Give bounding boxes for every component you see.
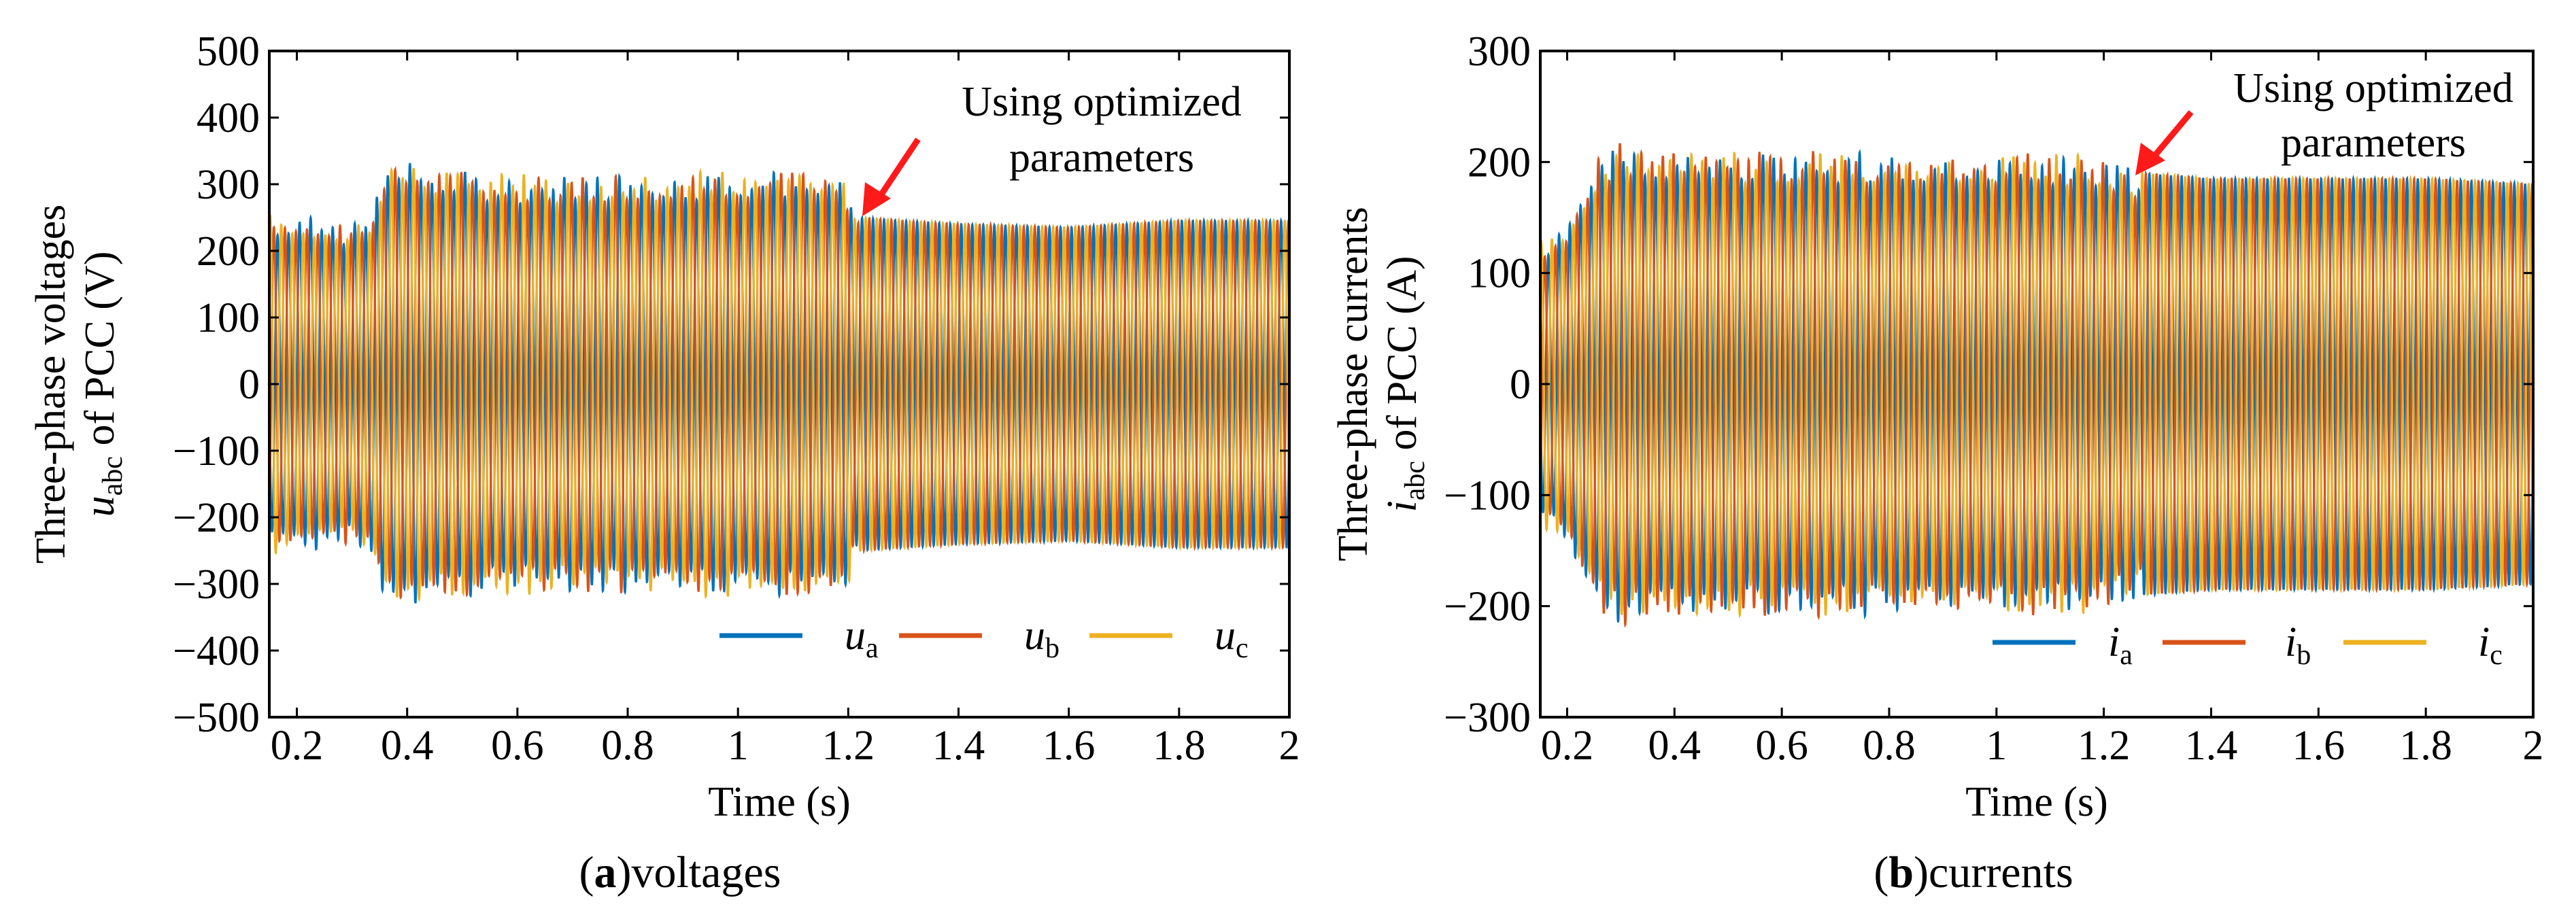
legend-label-u-c: uc <box>1215 612 1249 664</box>
x-tick-label: 1.8 <box>1153 723 1206 769</box>
x-tick-label: 1.4 <box>2185 723 2238 769</box>
y-tick-label: 300 <box>197 162 260 208</box>
x-tick-label: 0.8 <box>1863 723 1916 769</box>
current-caption: (b)currents <box>1874 848 2073 897</box>
x-tick-label: 1.4 <box>932 723 985 769</box>
y-tick-label: 100 <box>197 295 260 341</box>
legend-entry-u-b: ub <box>899 612 1060 664</box>
current-legend: ia ib ic <box>1993 619 2503 671</box>
legend-label-u-a: ua <box>845 612 879 664</box>
x-tick-label: 0.6 <box>491 723 544 769</box>
x-tick-label: 0.6 <box>1755 723 1808 769</box>
voltage-annotation-arrow <box>862 137 921 216</box>
voltage-annotation-line2: parameters <box>1009 135 1194 181</box>
current-axis-ticks: 0.2 0.4 0.6 0.8 1 1.2 1.4 1.6 1.8 2 −300 −200 −100 0 1… <box>1444 29 2543 769</box>
legend-entry-i-b: ib <box>2163 619 2311 671</box>
voltage-series-group <box>269 162 1289 604</box>
y-tick-label: 300 <box>1468 29 1531 75</box>
current-y-label-rest: of PCC (A) <box>1379 256 1425 461</box>
voltage-chart-panel: 0.2 0.4 0.6 0.8 1 1.2 1.4 1.6 1.8 2 −500 −400 −300 −2… <box>28 29 1300 897</box>
current-y-axis-label: Three-phase currents iabc of PCC (A) <box>1330 207 1431 561</box>
x-tick-label: 1 <box>728 723 749 769</box>
current-x-axis-label: Time (s) <box>1965 779 2108 825</box>
x-tick-label: 1 <box>1986 723 2007 769</box>
current-annotation-line1: Using optimized <box>2233 65 2513 111</box>
x-tick-label: 0.8 <box>601 723 654 769</box>
current-annotation-arrow <box>2135 110 2194 175</box>
x-tick-label: 1.8 <box>2399 723 2452 769</box>
x-tick-label: 0.2 <box>1541 723 1594 769</box>
current-y-label-line1: Three-phase currents <box>1330 207 1376 561</box>
current-y-label-var: i <box>1379 500 1425 512</box>
y-tick-label: 200 <box>1468 139 1531 186</box>
y-tick-label: −400 <box>173 628 260 674</box>
legend-entry-u-c: uc <box>1089 612 1249 664</box>
y-tick-label: 0 <box>1510 362 1531 408</box>
voltage-y-label-sub: abc <box>97 456 129 496</box>
legend-entry-i-a: ia <box>1993 619 2133 671</box>
y-tick-label: −100 <box>1444 472 1531 519</box>
series-line-u-c <box>269 167 1289 602</box>
x-tick-label: 0.2 <box>271 723 324 769</box>
y-tick-label: 200 <box>197 228 260 275</box>
current-chart-panel: 0.2 0.4 0.6 0.8 1 1.2 1.4 1.6 1.8 2 −300 −200 −100 0 1… <box>1330 29 2544 897</box>
x-tick-label: 0.4 <box>1648 723 1701 769</box>
legend-label-i-c: ic <box>2478 619 2503 671</box>
y-tick-label: −500 <box>173 695 260 741</box>
voltage-axis-ticks: 0.2 0.4 0.6 0.8 1 1.2 1.4 1.6 1.8 2 −500 −400 −300 −2… <box>173 29 1300 769</box>
y-tick-label: −100 <box>173 428 260 474</box>
voltage-caption: (a)voltages <box>579 848 781 897</box>
voltage-y-label-rest: of PCC (V) <box>77 252 123 456</box>
legend-entry-u-a: ua <box>719 612 879 664</box>
voltage-annotation-line1: Using optimized <box>962 79 1242 125</box>
current-y-label-line2: iabc of PCC (A) <box>1379 256 1431 513</box>
x-tick-label: 1.2 <box>2078 723 2131 769</box>
y-tick-label: 500 <box>197 29 260 75</box>
y-tick-label: 0 <box>239 362 260 408</box>
current-annotation-line2: parameters <box>2281 120 2466 166</box>
legend-label-i-b: ib <box>2285 619 2311 671</box>
legend-entry-i-c: ic <box>2343 619 2503 671</box>
x-tick-label: 0.4 <box>381 723 434 769</box>
y-tick-label: −200 <box>1444 584 1531 630</box>
y-tick-label: 100 <box>1468 251 1531 297</box>
x-tick-label: 1.2 <box>822 723 875 769</box>
voltage-y-label-line1: Three-phase voltages <box>28 205 74 564</box>
x-tick-label: 2 <box>2523 723 2544 769</box>
voltage-legend: ua ub uc <box>719 612 1249 664</box>
y-tick-label: −300 <box>1444 695 1531 741</box>
y-tick-label: −200 <box>173 495 260 541</box>
legend-label-u-b: ub <box>1024 612 1060 664</box>
current-series-group <box>1540 143 2533 628</box>
legend-label-i-a: ia <box>2108 619 2133 671</box>
voltage-y-label-line2: uabc of PCC (V) <box>77 252 129 517</box>
voltage-y-axis-label: Three-phase voltages uabc of PCC (V) <box>28 205 129 564</box>
x-tick-label: 1.6 <box>2292 723 2345 769</box>
series-line-i-c <box>1540 151 2533 619</box>
voltage-x-axis-label: Time (s) <box>708 779 851 825</box>
current-y-label-sub: abc <box>1400 461 1431 500</box>
x-tick-label: 1.6 <box>1043 723 1096 769</box>
y-tick-label: −300 <box>173 561 260 608</box>
voltage-y-label-var: u <box>77 496 123 517</box>
y-tick-label: 400 <box>197 95 260 141</box>
x-tick-label: 2 <box>1279 723 1300 769</box>
